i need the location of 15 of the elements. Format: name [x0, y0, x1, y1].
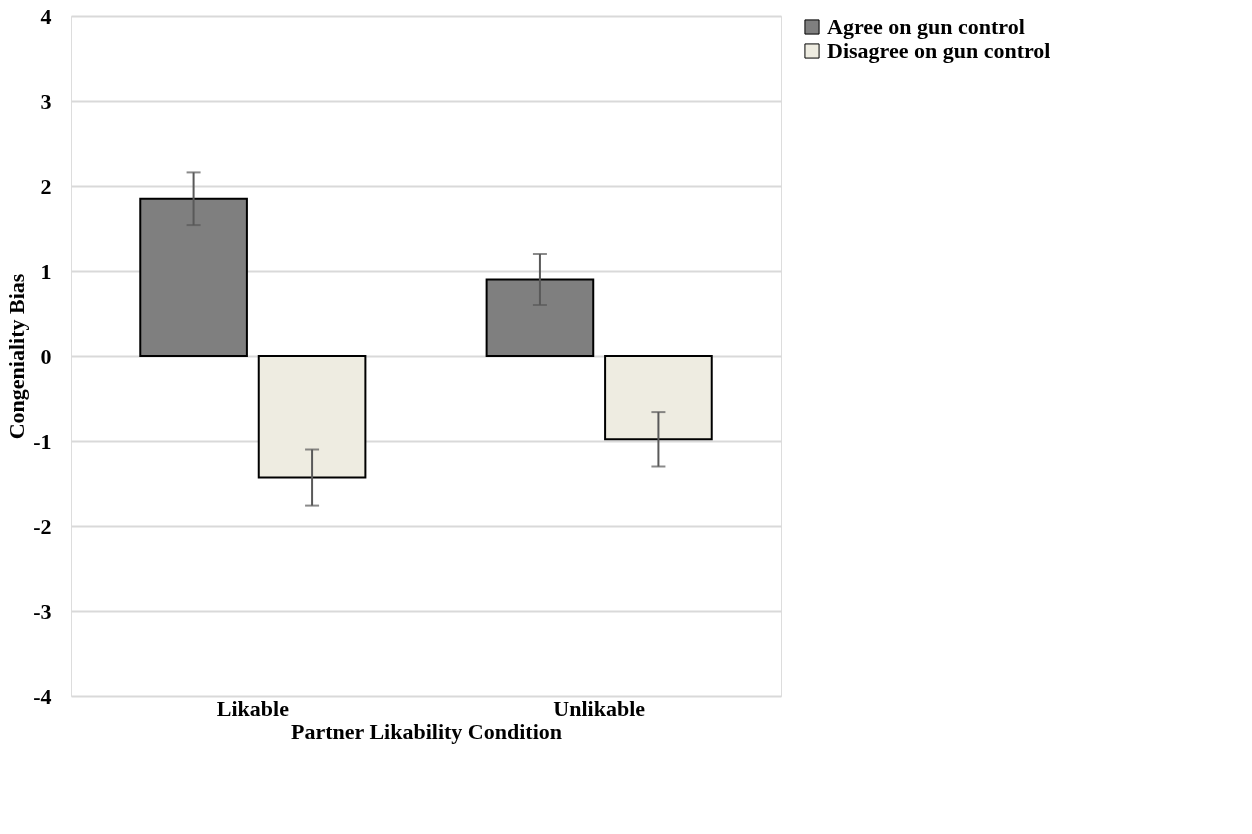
- y-tick-label: 1: [40, 258, 52, 284]
- y-tick-label: -3: [33, 598, 52, 624]
- x-tick-label: Likable: [216, 695, 290, 721]
- legend-label: Disagree on gun control: [827, 38, 1051, 63]
- x-axis-title: Partner Likability Condition: [291, 718, 562, 744]
- x-tick-label: Unlikable: [553, 695, 646, 721]
- y-tick-label: 4: [40, 3, 52, 29]
- legend-label: Agree on gun control: [827, 14, 1025, 39]
- y-tick-label: 3: [40, 88, 52, 114]
- y-tick-label: -2: [33, 513, 52, 539]
- y-tick-label: 0: [40, 343, 52, 369]
- y-tick-label: -1: [33, 428, 52, 454]
- y-tick-label: -4: [33, 683, 52, 709]
- y-axis-title: Congeniality Bias: [4, 273, 30, 440]
- y-tick-label: 2: [40, 173, 52, 199]
